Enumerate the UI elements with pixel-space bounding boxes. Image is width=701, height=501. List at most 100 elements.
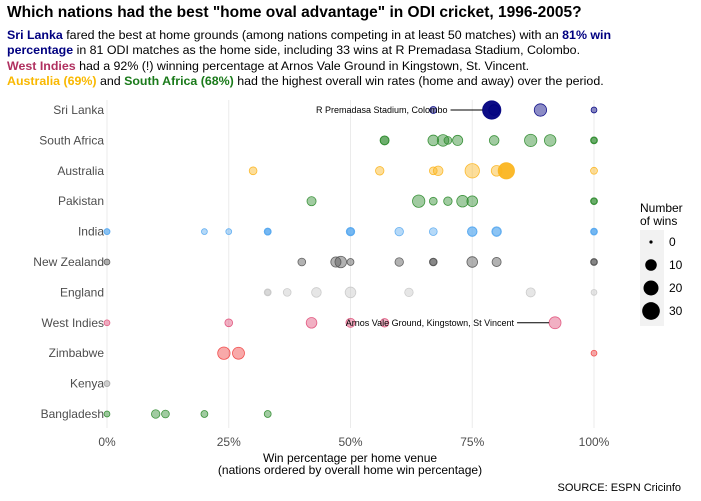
y-tick-label: Sri Lanka (53, 103, 104, 117)
subtitle-line-4: Australia (69%) and South Africa (68%) h… (7, 74, 697, 89)
data-point (590, 349, 598, 357)
subtitle-segment: and (96, 73, 125, 88)
data-point (225, 228, 233, 235)
data-point (201, 228, 208, 235)
data-point (427, 134, 440, 147)
data-point (464, 163, 480, 179)
subtitle-segment: South Africa (68%) (124, 73, 234, 88)
data-point (232, 346, 245, 360)
data-point (590, 166, 598, 175)
data-point (590, 197, 598, 206)
source-caption: SOURCE: ESPN Cricinfo (557, 482, 681, 494)
x-tick-label: 25% (217, 435, 241, 449)
y-tick-label: India (78, 225, 104, 239)
data-point (429, 258, 438, 266)
data-point (443, 196, 453, 206)
legend-key-label: 20 (669, 281, 683, 295)
y-tick-label: England (60, 285, 104, 299)
data-point (103, 410, 111, 418)
data-point (394, 257, 404, 267)
data-point (548, 316, 562, 330)
y-tick-label: Australia (57, 164, 104, 178)
data-point (297, 257, 307, 267)
y-tick-label: New Zealand (33, 255, 104, 269)
legend-title: Number (640, 201, 683, 215)
data-point (263, 410, 272, 418)
data-point (590, 227, 598, 236)
data-point (590, 258, 598, 266)
data-point (346, 227, 355, 236)
data-point (491, 257, 502, 267)
data-point (491, 226, 502, 237)
subtitle-line-3: West Indies had a 92% (!) winning percen… (7, 59, 697, 74)
data-point (263, 288, 272, 297)
legend-title: of wins (640, 214, 677, 228)
data-point (151, 409, 161, 419)
y-tick-label: Bangladesh (41, 407, 104, 421)
legend-key-label: 30 (669, 304, 683, 318)
subtitle-segment: percentage (7, 43, 74, 58)
data-point (452, 134, 464, 146)
annotation-label: R Premadasa Stadium, Colombo (316, 105, 448, 115)
subtitle-segment: West Indies (7, 58, 76, 73)
data-point (375, 166, 385, 176)
data-point (379, 318, 390, 328)
data-point (344, 286, 357, 299)
data-point (525, 287, 536, 298)
data-point (590, 289, 598, 296)
data-point (263, 227, 272, 236)
subtitle-line-2: percentage in 81 ODI matches as the home… (7, 43, 697, 58)
data-point (436, 134, 450, 147)
data-point (264, 228, 272, 235)
data-point (590, 106, 598, 114)
data-point (264, 289, 272, 296)
data-point (491, 226, 502, 237)
data-point (432, 165, 444, 177)
annotation-label: Arnos Vale Ground, Kingstown, St Vincent (346, 318, 515, 328)
data-point (467, 226, 478, 237)
data-point (394, 226, 404, 237)
data-point (488, 104, 500, 116)
x-tick-label: 75% (460, 435, 484, 449)
data-point (217, 346, 231, 360)
subtitle-segment: fared the best at home grounds (among na… (62, 28, 563, 42)
data-point (524, 133, 538, 147)
data-point (224, 318, 234, 328)
data-point (429, 196, 438, 206)
data-point (429, 166, 438, 176)
subtitle-segment: had a 92% (!) winning percentage at Arno… (75, 58, 530, 73)
x-tick-label: 100% (579, 435, 610, 449)
data-point (497, 162, 515, 180)
data-point (306, 196, 317, 207)
data-point (466, 256, 478, 268)
chart-subtitle: Sri Lanka fared the best at home grounds… (7, 28, 697, 89)
data-point (346, 258, 355, 266)
legend-key-circle (645, 259, 657, 271)
legend-key-circle (642, 302, 660, 320)
data-point (443, 136, 453, 145)
data-point (466, 195, 478, 207)
data-point (311, 287, 322, 298)
subtitle-segment: 81% win (562, 28, 612, 42)
legend-key-circle (643, 280, 659, 296)
data-point (543, 134, 557, 147)
data-point (200, 410, 209, 418)
legend-key-label: 10 (669, 258, 683, 272)
data-point (103, 319, 111, 327)
subtitle-segment: Sri Lanka (7, 28, 63, 42)
data-point (490, 165, 503, 177)
data-point (533, 103, 548, 117)
data-point (590, 258, 598, 266)
y-tick-label: West Indies (42, 316, 104, 330)
data-point (429, 106, 438, 114)
y-tick-label: Zimbabwe (49, 346, 105, 360)
data-point (305, 317, 318, 329)
data-point (103, 228, 111, 235)
x-tick-label: 0% (98, 435, 116, 449)
data-point (161, 409, 170, 419)
data-point (404, 287, 414, 298)
x-tick-label: 50% (338, 435, 362, 449)
subtitle-line-1: Sri Lanka fared the best at home grounds… (7, 28, 697, 43)
data-point (412, 194, 426, 208)
data-point (248, 166, 258, 176)
